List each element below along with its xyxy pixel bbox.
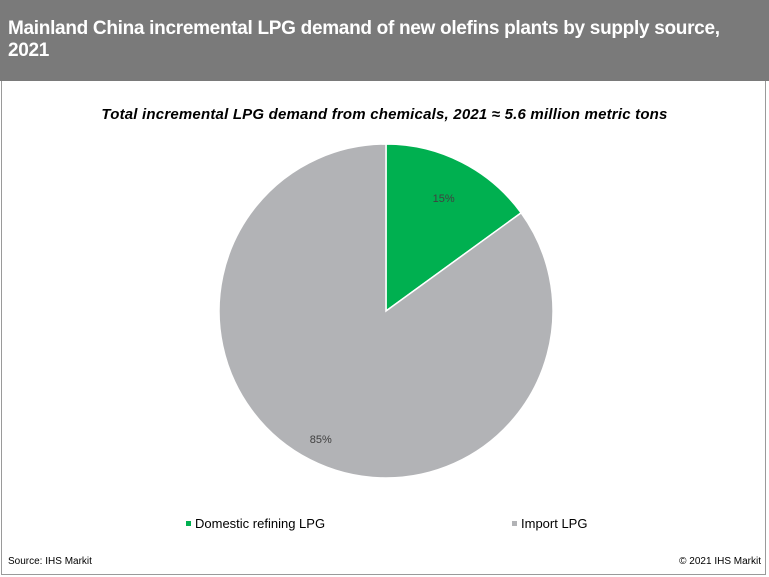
- legend-item-domestic: Domestic refining LPG: [186, 516, 325, 531]
- source-note: Source: IHS Markit: [8, 556, 92, 567]
- chart-title: Total incremental LPG demand from chemic…: [101, 106, 668, 123]
- data-label-domestic: 15%: [433, 193, 455, 205]
- chart-panel: [1, 81, 766, 575]
- legend-item-import: Import LPG: [512, 516, 587, 531]
- legend-swatch-domestic: [186, 521, 191, 526]
- legend-swatch-import: [512, 521, 517, 526]
- legend-label-domestic: Domestic refining LPG: [195, 516, 326, 531]
- header-bar: Mainland China incremental LPG demand of…: [0, 0, 769, 81]
- legend-label-import: Import LPG: [521, 516, 588, 531]
- pie-slice-domestic: [385, 143, 523, 313]
- data-label-import: 85%: [310, 434, 332, 446]
- pie-slice-import: [218, 143, 554, 479]
- copyright-note: © 2021 IHS Markit: [679, 556, 761, 567]
- page-title: Mainland China incremental LPG demand of…: [8, 18, 720, 61]
